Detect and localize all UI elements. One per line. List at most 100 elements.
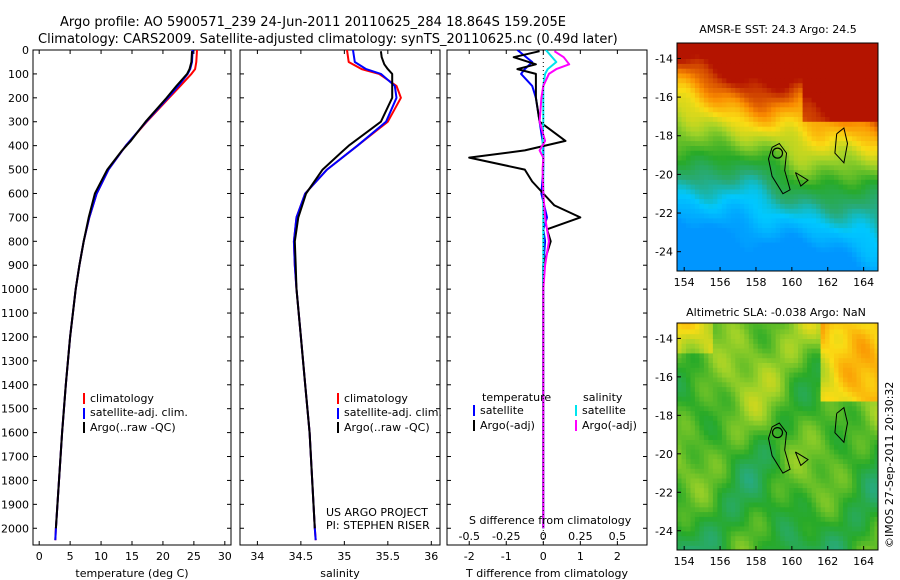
x-tick-label: -1 <box>501 550 512 563</box>
map-cell <box>753 184 759 190</box>
map-cell <box>856 237 862 243</box>
map-cell <box>712 391 718 397</box>
map-cell <box>838 444 844 450</box>
map-cell <box>834 198 840 204</box>
map-cell <box>838 179 844 185</box>
map-cell <box>690 468 696 474</box>
map-cell <box>735 338 741 344</box>
map-cell <box>699 429 705 436</box>
legend-label-t-satellite: satellite <box>480 404 524 417</box>
map-cell <box>784 444 790 450</box>
map-cell <box>766 372 772 378</box>
map-cell <box>807 217 813 224</box>
map-cell <box>793 497 799 503</box>
map-cell <box>789 348 795 354</box>
map-cell <box>775 232 781 238</box>
map-cell <box>699 77 705 84</box>
map-cell <box>712 482 718 489</box>
map-cell <box>789 458 795 464</box>
map-cell <box>834 526 840 532</box>
s-tick-label: 0.25 <box>568 530 593 543</box>
map-cell <box>730 68 736 74</box>
map-cell <box>874 343 878 349</box>
map-cell <box>775 338 781 344</box>
map-cell <box>784 222 790 229</box>
map-cell <box>816 68 822 74</box>
map-cell <box>694 420 700 426</box>
map-cell <box>721 193 727 200</box>
map-cell <box>861 188 867 195</box>
map-cell <box>744 473 750 479</box>
map-cell <box>766 43 772 45</box>
map-cell <box>735 145 741 151</box>
map-cell <box>694 121 700 127</box>
map-cell <box>753 410 759 416</box>
map-cell <box>748 463 754 469</box>
map-cell <box>699 126 705 132</box>
map-cell <box>762 169 768 175</box>
sla-map-axes: 154 156 158 160 162 164-14-16-18-20-22-24 <box>655 332 874 568</box>
map-cell <box>681 415 687 421</box>
map-cell <box>780 343 786 349</box>
map-cell <box>766 526 772 532</box>
map-cell <box>838 386 844 392</box>
map-cell <box>699 68 705 74</box>
map-cell <box>712 150 718 156</box>
map-cell <box>775 43 781 45</box>
map-cell <box>748 501 754 508</box>
map-cell <box>730 251 736 258</box>
map-cell <box>717 511 723 517</box>
map-cell <box>789 410 795 416</box>
map-cell <box>757 145 763 151</box>
map-cell <box>730 213 736 219</box>
map-cell <box>829 72 835 79</box>
map-cell <box>681 352 687 359</box>
map-cell <box>780 184 786 190</box>
map-cell <box>852 338 858 344</box>
map-cell <box>712 97 718 103</box>
map-cell <box>816 222 822 229</box>
map-cell <box>843 116 849 122</box>
map-cell <box>869 53 875 59</box>
map-cell <box>843 261 849 267</box>
map-cell <box>703 106 709 113</box>
map-cell <box>681 232 687 238</box>
map-cell <box>739 405 745 412</box>
map-cell <box>677 227 683 233</box>
map-cell <box>753 72 759 79</box>
map-cell <box>843 87 849 93</box>
map-cell <box>677 87 683 93</box>
map-cell <box>686 492 692 498</box>
map-cell <box>735 126 741 132</box>
map-cell <box>730 82 736 88</box>
map-cell <box>699 155 705 161</box>
map-cell <box>753 516 759 522</box>
map-cell <box>708 116 714 122</box>
map-cell <box>847 516 853 522</box>
map-cell <box>730 130 736 137</box>
map-cell <box>843 400 849 407</box>
map-cell <box>744 135 750 142</box>
map-cell <box>739 468 745 474</box>
map-cell <box>721 44 727 50</box>
map-cell <box>784 492 790 498</box>
map-cell <box>717 44 723 50</box>
map-cell <box>694 535 700 541</box>
map-cell <box>735 487 741 493</box>
map-cell <box>798 159 804 166</box>
map-cell <box>677 208 683 214</box>
map-cell <box>730 497 736 503</box>
map-cell <box>708 193 714 200</box>
map-cell <box>744 391 750 397</box>
map-cell <box>681 68 687 74</box>
sla-map-frame <box>676 322 879 551</box>
map-cell <box>847 506 853 513</box>
map-cell <box>820 213 826 219</box>
map-cell <box>829 106 835 113</box>
map-cell <box>825 425 831 431</box>
map-cell <box>865 323 871 325</box>
map-cell <box>757 169 763 175</box>
map-cell <box>780 381 786 388</box>
map-cell <box>811 497 817 503</box>
map-cell <box>712 193 718 200</box>
